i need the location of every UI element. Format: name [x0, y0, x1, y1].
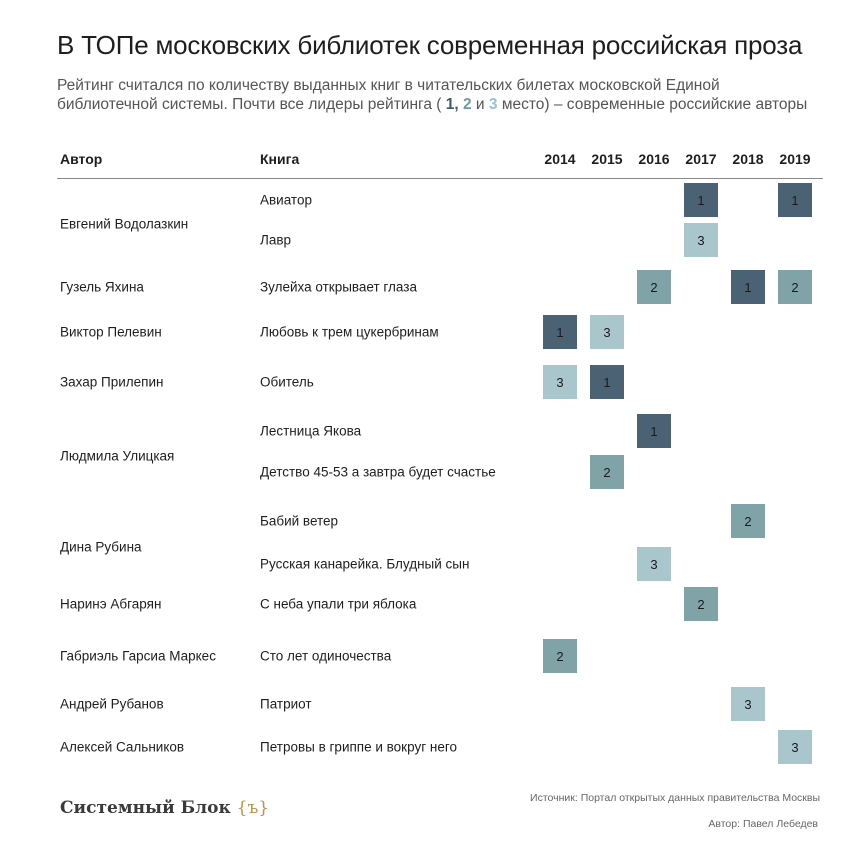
- book-title: Авиатор: [260, 192, 312, 208]
- author-name: Габриэль Гарсиа Маркес: [60, 648, 216, 664]
- author-name: Гузель Яхина: [60, 279, 144, 295]
- year-header-2014: 2014: [544, 151, 576, 167]
- chart-title: В ТОПе московских библиотек современная …: [57, 30, 803, 60]
- rank-cell-2015: 1: [590, 365, 624, 399]
- book-title: Любовь к трем цукербринам: [260, 324, 439, 340]
- rank-cell-2018: 1: [731, 270, 765, 304]
- rank-cell-2018: 3: [731, 687, 765, 721]
- rank-cell-2016: 1: [637, 414, 671, 448]
- author-credit: Автор: Павел Лебедев: [708, 818, 818, 830]
- rank-cell-2017: 1: [684, 183, 718, 217]
- legend-separator: ,: [454, 96, 459, 113]
- author-name: Дина Рубина: [60, 539, 142, 554]
- legend-place-2: 2: [462, 96, 472, 113]
- legend-place-1: 1: [445, 96, 455, 113]
- logo-mark: {ъ}: [236, 798, 270, 818]
- rank-cell-2014: 2: [543, 639, 577, 673]
- book-title: Лавр: [260, 232, 292, 248]
- rank-cell-2017: 2: [684, 587, 718, 621]
- rank-cell-2014: 1: [543, 315, 577, 349]
- rank-cell-2019: 1: [778, 183, 812, 217]
- year-header-2016: 2016: [638, 151, 670, 167]
- source-note: Источник: Портал открытых данных правите…: [530, 792, 820, 804]
- book-title: Петровы в гриппе и вокруг него: [260, 739, 457, 755]
- book-title: Русская канарейка. Блудный сын: [260, 556, 470, 572]
- book-title: Бабий ветер: [260, 513, 339, 529]
- book-title: Патриот: [260, 696, 312, 712]
- rank-cell-2016: 3: [637, 547, 671, 581]
- rank-cell-2015: 2: [590, 455, 624, 489]
- rank-cell-2017: 3: [684, 223, 718, 257]
- book-title: Детство 45-53 а завтра будет счастье: [260, 464, 496, 480]
- book-title: Лестница Якова: [260, 423, 362, 439]
- year-header-2017: 2017: [685, 151, 717, 167]
- year-header-2018: 2018: [732, 151, 764, 167]
- author-name: Алексей Сальников: [60, 739, 185, 755]
- book-title: Зулейха открывает глаза: [260, 279, 417, 295]
- author-name: Захар Прилепин: [60, 374, 164, 390]
- legend-place-3: 3: [488, 96, 498, 113]
- book-title: Сто лет одиночества: [260, 648, 392, 664]
- logo: Системный Блок {ъ}: [60, 798, 269, 818]
- rank-cell-2019: 2: [778, 270, 812, 304]
- chart-subtitle: Рейтинг считался по количеству выданных …: [57, 76, 817, 114]
- legend-and: и: [475, 96, 485, 113]
- year-header-2015: 2015: [591, 151, 623, 167]
- subtitle-line1: Рейтинг считался по количеству выданных …: [57, 77, 720, 94]
- subtitle-line2-end: место) – современные российские авторы: [501, 96, 808, 113]
- author-name: Андрей Рубанов: [60, 696, 164, 712]
- author-name: Наринэ Абгарян: [60, 596, 162, 612]
- subtitle-line2-start: библиотечной системы. Почти все лидеры р…: [57, 96, 442, 113]
- author-name: Виктор Пелевин: [60, 324, 162, 340]
- rank-cell-2014: 3: [543, 365, 577, 399]
- rank-cell-2019: 3: [778, 730, 812, 764]
- header-book: Книга: [260, 151, 300, 167]
- logo-text: Системный Блок: [60, 798, 231, 818]
- rank-cell-2018: 2: [731, 504, 765, 538]
- author-name: Евгений Водолазкин: [60, 216, 189, 232]
- rank-cell-2015: 3: [590, 315, 624, 349]
- book-title: Обитель: [260, 374, 314, 390]
- rank-cell-2016: 2: [637, 270, 671, 304]
- year-header-2019: 2019: [779, 151, 811, 167]
- author-name: Людмила Улицкая: [60, 448, 175, 463]
- header-author: Автор: [60, 151, 103, 167]
- book-title: С неба упали три яблока: [260, 596, 417, 612]
- header-rule: [57, 178, 823, 179]
